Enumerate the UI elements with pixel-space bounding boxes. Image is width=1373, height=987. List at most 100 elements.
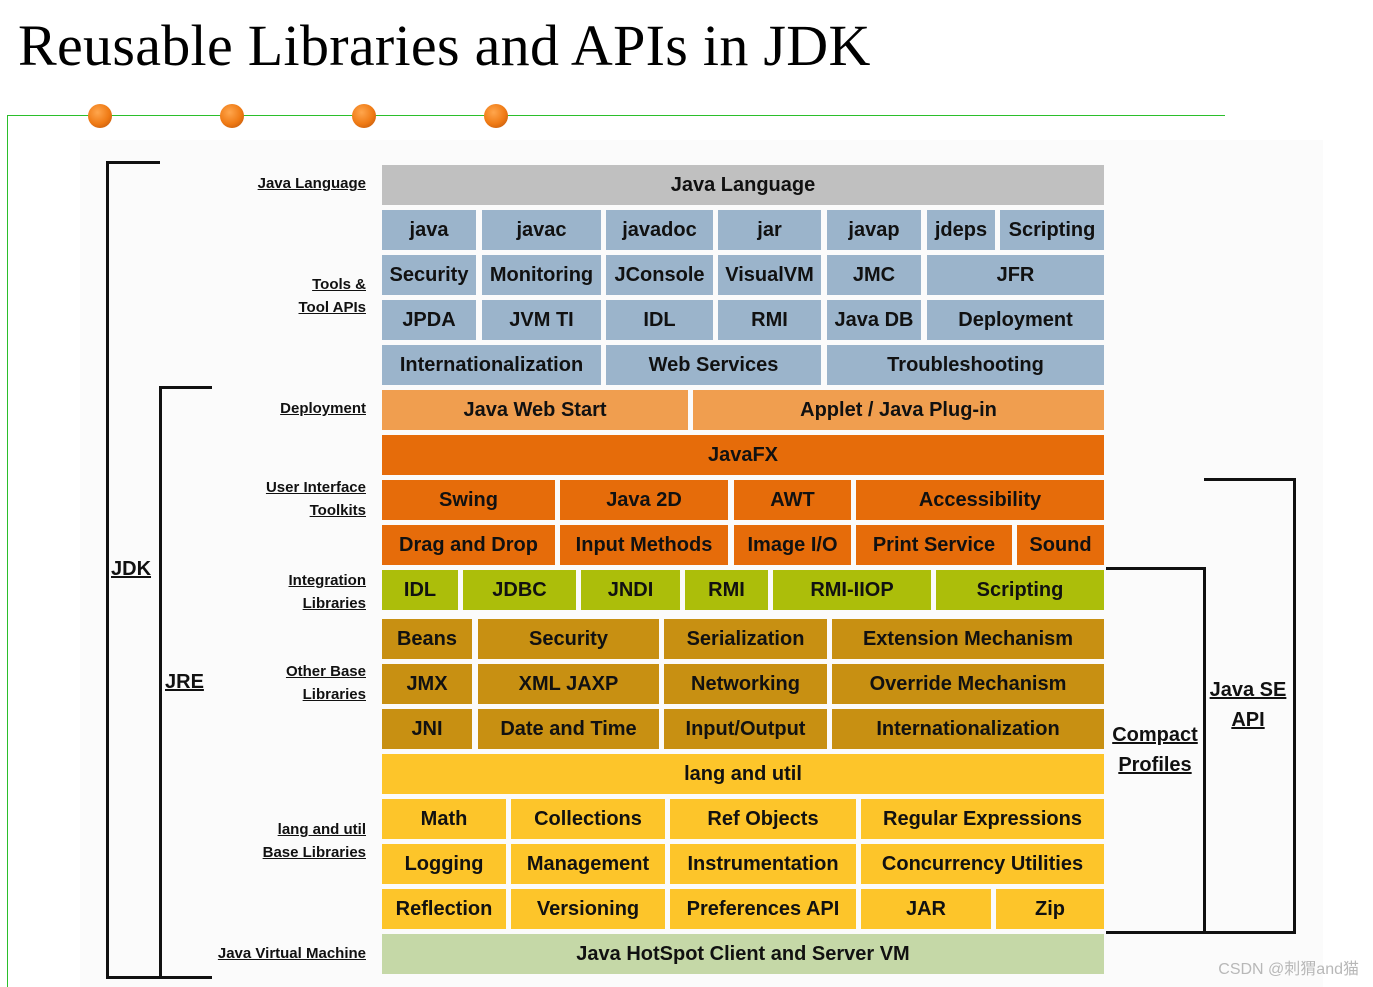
- compact-profiles-bracket: [1106, 567, 1206, 570]
- box-serialization: Serialization: [664, 619, 827, 659]
- java-se-api-label-line1: Java SE: [1209, 679, 1287, 701]
- box-java-language: Java Language: [382, 165, 1104, 205]
- watermark: CSDN @刺猬and猫: [1218, 961, 1359, 978]
- box-jpda: JPDA: [382, 300, 476, 340]
- label-deployment: Deployment: [280, 400, 366, 417]
- box-jfr: JFR: [927, 255, 1104, 295]
- label-ui-line2: Toolkits: [309, 502, 366, 519]
- box-zip: Zip: [996, 889, 1104, 929]
- box-jmx: JMX: [382, 664, 472, 704]
- compact-profiles-label-line1: Compact: [1112, 724, 1198, 746]
- box-jndi: JNDI: [581, 570, 680, 610]
- box-image-io: Image I/O: [734, 525, 851, 565]
- label-other-line2: Libraries: [302, 686, 366, 703]
- box-awt: AWT: [734, 480, 851, 520]
- title-rule: [7, 115, 1225, 116]
- box-web-services: Web Services: [606, 345, 821, 385]
- label-integration-line1: Integration: [288, 572, 367, 589]
- box-jvmti: JVM TI: [482, 300, 601, 340]
- box-swing: Swing: [382, 480, 555, 520]
- box-math: Math: [382, 799, 506, 839]
- box-jar-tool: jar: [718, 210, 821, 250]
- box-security-tool: Security: [382, 255, 476, 295]
- box-input-methods: Input Methods: [560, 525, 728, 565]
- box-javap: javap: [827, 210, 921, 250]
- box-ref-objects: Ref Objects: [670, 799, 856, 839]
- box-instrumentation: Instrumentation: [670, 844, 856, 884]
- label-ui-line1: User Interface: [265, 479, 366, 496]
- java-se-api-label: Java SE API: [1206, 675, 1290, 735]
- box-date-time: Date and Time: [478, 709, 659, 749]
- java-se-api-label-line2: API: [1231, 709, 1265, 731]
- jre-bracket: [159, 386, 162, 979]
- box-monitoring: Monitoring: [482, 255, 601, 295]
- bullet-dot: [220, 104, 244, 128]
- box-collections: Collections: [511, 799, 665, 839]
- label-other-line1: Other Base: [285, 663, 366, 680]
- box-javac: javac: [482, 210, 601, 250]
- box-visualvm: VisualVM: [718, 255, 821, 295]
- box-reflection: Reflection: [382, 889, 506, 929]
- box-rmi: RMI: [685, 570, 768, 610]
- box-scripting: Scripting: [936, 570, 1104, 610]
- label-tools-line1: Tools &: [312, 276, 366, 293]
- box-i18n-tool: Internationalization: [382, 345, 601, 385]
- box-java2d: Java 2D: [560, 480, 728, 520]
- box-extension-mechanism: Extension Mechanism: [832, 619, 1104, 659]
- box-drag-drop: Drag and Drop: [382, 525, 555, 565]
- box-jni: JNI: [382, 709, 472, 749]
- box-jar: JAR: [861, 889, 991, 929]
- box-java-web-start: Java Web Start: [382, 390, 688, 430]
- compact-profiles-label: Compact Profiles: [1110, 720, 1200, 780]
- box-xml-jaxp: XML JAXP: [478, 664, 659, 704]
- box-java: java: [382, 210, 476, 250]
- bullet-dot: [352, 104, 376, 128]
- box-preferences: Preferences API: [670, 889, 856, 929]
- box-jdbc: JDBC: [463, 570, 576, 610]
- java-se-api-bracket: [1204, 931, 1296, 934]
- box-regex: Regular Expressions: [861, 799, 1104, 839]
- box-input-output: Input/Output: [664, 709, 827, 749]
- compact-profiles-label-line2: Profiles: [1118, 754, 1192, 776]
- bullet-dot: [88, 104, 112, 128]
- box-idl: IDL: [382, 570, 458, 610]
- box-security: Security: [478, 619, 659, 659]
- jdk-bracket: [106, 161, 109, 979]
- box-javadb: Java DB: [827, 300, 921, 340]
- java-se-api-bracket: [1293, 478, 1296, 934]
- box-networking: Networking: [664, 664, 827, 704]
- compact-profiles-bracket: [1203, 567, 1206, 934]
- label-lang-line1: lang and util: [277, 821, 366, 838]
- box-print-service: Print Service: [856, 525, 1012, 565]
- label-java-language: Java Language: [257, 175, 366, 192]
- jdk-label: JDK: [111, 558, 152, 580]
- java-se-api-bracket: [1204, 478, 1296, 481]
- label-integration-line2: Libraries: [302, 595, 366, 612]
- box-override-mechanism: Override Mechanism: [832, 664, 1104, 704]
- box-deployment-tool: Deployment: [927, 300, 1104, 340]
- box-rmi-iiop: RMI-IIOP: [773, 570, 931, 610]
- box-rmi-tool: RMI: [718, 300, 821, 340]
- box-javafx: JavaFX: [382, 435, 1104, 475]
- box-beans: Beans: [382, 619, 472, 659]
- box-accessibility: Accessibility: [856, 480, 1104, 520]
- label-jvm: Java Virtual Machine: [217, 945, 366, 962]
- box-management: Management: [511, 844, 665, 884]
- box-versioning: Versioning: [511, 889, 665, 929]
- box-jconsole: JConsole: [606, 255, 713, 295]
- box-troubleshooting: Troubleshooting: [827, 345, 1104, 385]
- box-sound: Sound: [1017, 525, 1104, 565]
- page-title: Reusable Libraries and APIs in JDK: [18, 13, 871, 78]
- bullet-dot: [484, 104, 508, 128]
- jre-bracket: [159, 386, 212, 389]
- box-jmc: JMC: [827, 255, 921, 295]
- label-lang-line2: Base Libraries: [262, 844, 366, 861]
- jdk-bracket: [106, 161, 160, 164]
- box-javadoc: javadoc: [606, 210, 713, 250]
- box-applet: Applet / Java Plug-in: [693, 390, 1104, 430]
- box-internationalization: Internationalization: [832, 709, 1104, 749]
- box-lang-util: lang and util: [382, 754, 1104, 794]
- box-concurrency: Concurrency Utilities: [861, 844, 1104, 884]
- left-rule: [7, 115, 8, 987]
- box-scripting-tool: Scripting: [1000, 210, 1104, 250]
